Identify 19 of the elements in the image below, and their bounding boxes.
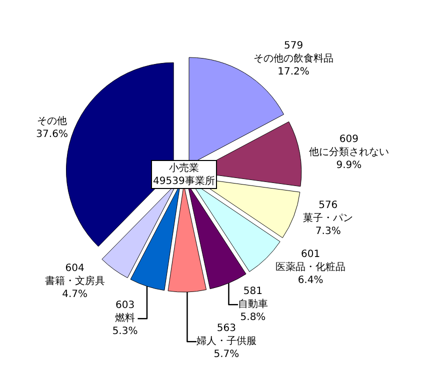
slice-label: 609 他に分類されない xyxy=(308,134,389,158)
data-label: 5.7% xyxy=(214,349,240,360)
legend-label: 581 自動車 xyxy=(238,286,268,310)
data-label: 9.9% xyxy=(336,160,362,172)
slice-label: 579 その他の飲食料品 xyxy=(254,40,334,65)
data-label: 37.6% xyxy=(36,128,68,140)
text: 小売業 49539事業所 xyxy=(153,162,215,187)
data-label: 6.4% xyxy=(298,275,324,286)
slice-label: 604 書籍・文房具 xyxy=(44,263,105,288)
slice-label: 603 燃料 xyxy=(115,300,136,324)
data-label: 4.7% xyxy=(62,289,88,300)
slice-label: その他 xyxy=(37,114,68,127)
slice-label: 563 婦人・子供服 xyxy=(196,323,256,348)
data-label: 5.8% xyxy=(240,312,266,324)
data-label: 17.2% xyxy=(278,66,310,78)
data-label: 7.3% xyxy=(315,226,341,237)
slice-label: 576 菓子・パン xyxy=(303,200,354,224)
data-label: 5.3% xyxy=(112,326,138,338)
slice-label: 601 医薬品・化粧品 xyxy=(276,249,346,274)
